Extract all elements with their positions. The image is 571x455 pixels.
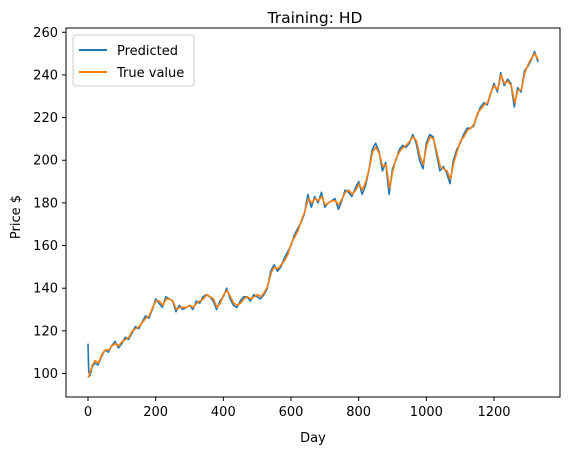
x-tick-label: 0 bbox=[84, 405, 92, 420]
y-tick-label: 240 bbox=[33, 68, 58, 83]
legend: Predicted True value bbox=[72, 34, 195, 87]
legend-label-predicted: Predicted bbox=[117, 44, 178, 59]
y-tick-label: 120 bbox=[33, 324, 58, 339]
x-tick-label: 1000 bbox=[410, 405, 443, 420]
y-tick-label: 140 bbox=[33, 282, 58, 297]
x-axis-label: Day bbox=[300, 431, 326, 446]
legend-box bbox=[72, 34, 195, 87]
y-tick-label: 180 bbox=[33, 196, 58, 211]
x-tick-label: 200 bbox=[143, 405, 168, 420]
legend-label-true-value: True value bbox=[116, 66, 184, 81]
y-tick-label: 200 bbox=[33, 154, 58, 169]
x-tick-label: 400 bbox=[211, 405, 236, 420]
x-tick-label: 600 bbox=[279, 405, 304, 420]
series-layer bbox=[87, 50, 540, 379]
y-tick-label: 220 bbox=[33, 111, 58, 126]
x-tick-label: 800 bbox=[346, 405, 371, 420]
axes-layer: 0 200 400 600 800 1000 1200 100 120 140 160 180 200 2… bbox=[33, 26, 510, 420]
series-line-true-value bbox=[87, 52, 540, 379]
plot-frame bbox=[65, 27, 561, 398]
y-tick-label: 160 bbox=[33, 239, 58, 254]
x-tick-label: 1200 bbox=[477, 405, 510, 420]
chart-title: Training: HD bbox=[267, 9, 363, 27]
y-tick-label: 100 bbox=[33, 367, 58, 382]
y-axis-label: Price $ bbox=[9, 195, 24, 239]
y-tick-label: 260 bbox=[33, 26, 58, 41]
